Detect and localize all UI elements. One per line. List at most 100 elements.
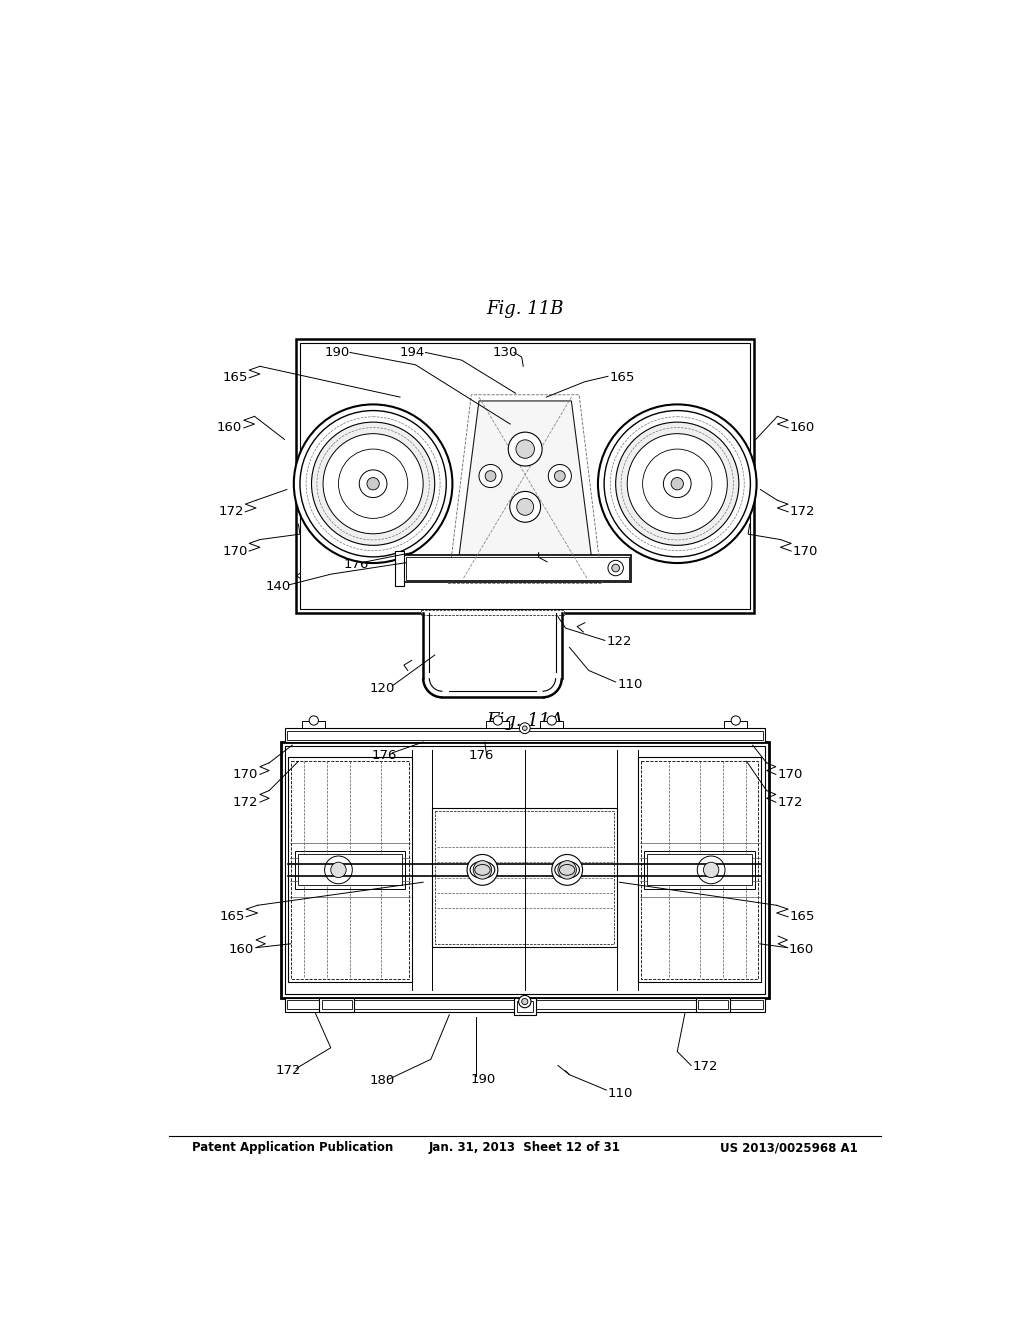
Circle shape [325, 855, 352, 884]
Circle shape [494, 715, 503, 725]
Circle shape [473, 861, 492, 879]
Bar [285, 998, 765, 1011]
Bar [302, 721, 326, 729]
Text: 170: 170 [233, 768, 258, 781]
Circle shape [552, 854, 583, 886]
Text: 170: 170 [222, 545, 248, 557]
Circle shape [508, 432, 542, 466]
Circle shape [479, 465, 502, 487]
Circle shape [485, 471, 496, 482]
Bar [432, 808, 617, 946]
Text: 194: 194 [400, 346, 425, 359]
Bar [287, 730, 763, 739]
Bar [285, 729, 765, 742]
Bar [319, 998, 354, 1011]
Bar [698, 1001, 728, 1010]
Bar [514, 998, 536, 1015]
Text: 172: 172 [777, 796, 803, 809]
Text: Jan. 31, 2013  Sheet 12 of 31: Jan. 31, 2013 Sheet 12 of 31 [429, 1142, 621, 1155]
Text: 170: 170 [777, 768, 803, 781]
Circle shape [703, 862, 719, 878]
Circle shape [519, 723, 530, 734]
Bar [322, 1001, 351, 1010]
Bar [394, 552, 403, 586]
Circle shape [521, 998, 528, 1005]
Circle shape [671, 478, 683, 490]
Text: 190: 190 [325, 346, 350, 359]
Text: 172: 172 [232, 796, 258, 809]
Circle shape [311, 422, 435, 545]
Text: 160: 160 [790, 421, 815, 434]
Bar [638, 758, 761, 982]
Text: 172: 172 [790, 506, 815, 519]
Bar [644, 850, 755, 890]
Bar [298, 854, 402, 886]
Circle shape [359, 470, 387, 498]
Bar [292, 760, 409, 979]
Bar [486, 721, 509, 729]
Text: 140: 140 [265, 579, 291, 593]
Bar [403, 554, 631, 582]
Bar [695, 998, 730, 1011]
Circle shape [518, 995, 531, 1007]
Text: 130: 130 [493, 346, 518, 359]
Ellipse shape [555, 862, 580, 878]
Circle shape [598, 404, 757, 564]
Text: US 2013/0025968 A1: US 2013/0025968 A1 [720, 1142, 857, 1155]
Bar [641, 760, 758, 979]
Bar [541, 721, 563, 729]
Bar [285, 746, 765, 994]
Bar [517, 1001, 532, 1011]
Bar [287, 1001, 763, 1010]
Circle shape [517, 499, 534, 515]
Bar [407, 557, 629, 579]
Text: 160: 160 [788, 944, 814, 957]
Circle shape [510, 491, 541, 523]
Circle shape [731, 715, 740, 725]
Text: 172: 172 [218, 506, 244, 519]
Text: 176: 176 [372, 748, 397, 762]
Circle shape [611, 564, 620, 572]
Text: 160: 160 [228, 944, 254, 957]
Circle shape [323, 434, 423, 533]
Bar [647, 854, 752, 886]
Text: 172: 172 [275, 1064, 301, 1077]
Text: 160: 160 [217, 421, 243, 434]
Text: Fig. 11B: Fig. 11B [486, 300, 563, 318]
Bar [300, 343, 751, 609]
Text: Fig. 11A: Fig. 11A [486, 711, 563, 730]
Circle shape [697, 855, 725, 884]
Bar [289, 758, 412, 982]
Text: 176: 176 [344, 557, 370, 570]
Text: 165: 165 [609, 371, 635, 384]
Circle shape [300, 411, 446, 557]
Circle shape [664, 470, 691, 498]
Text: 170: 170 [793, 545, 818, 557]
Circle shape [548, 465, 571, 487]
Bar [435, 812, 614, 944]
Bar [281, 742, 769, 998]
Circle shape [628, 434, 727, 533]
Circle shape [339, 449, 408, 519]
Polygon shape [456, 401, 595, 581]
Bar [724, 721, 748, 729]
Text: 180: 180 [370, 1074, 394, 1088]
Ellipse shape [475, 865, 490, 875]
Text: Patent Application Publication: Patent Application Publication [193, 1142, 393, 1155]
Text: 165: 165 [222, 371, 248, 384]
Text: 165: 165 [790, 911, 815, 924]
Text: 110: 110 [608, 1088, 633, 1101]
Circle shape [554, 471, 565, 482]
Bar [296, 339, 755, 612]
Text: 176: 176 [549, 557, 574, 570]
Circle shape [522, 726, 527, 730]
Circle shape [608, 560, 624, 576]
Ellipse shape [559, 865, 574, 875]
Text: 172: 172 [692, 1060, 718, 1073]
Circle shape [309, 715, 318, 725]
Circle shape [547, 715, 556, 725]
Circle shape [604, 411, 751, 557]
Ellipse shape [470, 862, 495, 878]
Circle shape [367, 478, 379, 490]
Circle shape [331, 862, 346, 878]
